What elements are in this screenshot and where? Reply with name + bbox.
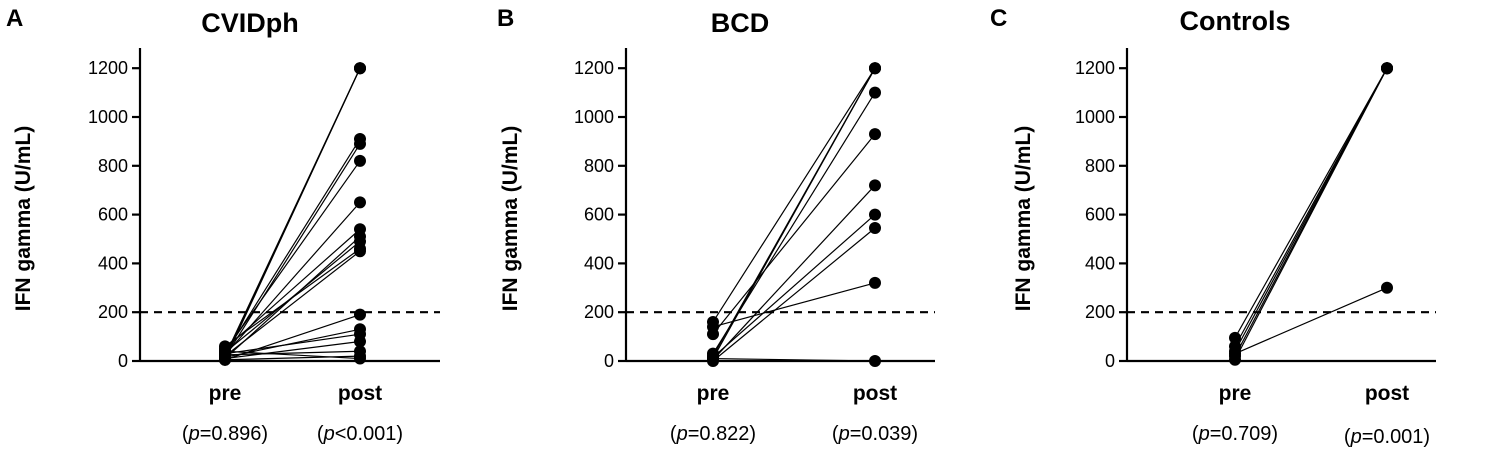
x-tick-label: post <box>853 382 897 405</box>
x-tick-label: pre <box>697 382 730 405</box>
y-tick-label: 800 <box>1085 156 1115 176</box>
y-tick-label: 1000 <box>1075 107 1115 127</box>
y-tick-label: 1000 <box>574 107 614 127</box>
y-tick-label: 400 <box>1085 253 1115 273</box>
pair-line <box>224 333 361 355</box>
pair-line <box>224 355 361 361</box>
post-point <box>869 86 881 99</box>
pair-line <box>224 350 361 356</box>
y-tick-label: 800 <box>98 156 128 176</box>
panel-a: A CVIDph IFN gamma (U/mL) 0 200 400 600 800 1000… <box>6 5 440 445</box>
y-tick-label: 1000 <box>88 107 128 127</box>
post-point <box>869 355 881 367</box>
post-point <box>869 276 881 289</box>
pre-point <box>1229 347 1241 360</box>
pair-line <box>1234 67 1388 339</box>
y-tick-label: 600 <box>98 205 128 225</box>
post-point <box>1381 62 1393 75</box>
y-tick-label: 200 <box>98 302 128 322</box>
pair-line <box>224 340 361 360</box>
pre-point <box>707 320 719 333</box>
y-tick-label: 1200 <box>88 58 128 78</box>
p-value-label: (p=0.822) <box>670 423 756 445</box>
post-point <box>869 222 881 235</box>
pre-point <box>219 353 231 366</box>
x-tick-label: pre <box>1219 382 1252 405</box>
post-point <box>354 245 366 258</box>
panel-title: BCD <box>711 8 770 38</box>
pair-line <box>712 282 876 328</box>
y-tick-label: 0 <box>118 351 128 371</box>
y-tick-label: 400 <box>98 253 128 273</box>
pair-line <box>712 133 876 335</box>
y-tick-label: 600 <box>584 205 614 225</box>
panel-letter: B <box>497 5 514 32</box>
panel-title: Controls <box>1180 6 1291 36</box>
pre-point <box>219 345 231 358</box>
pair-line <box>224 350 361 360</box>
y-tick-label: 1200 <box>574 58 614 78</box>
post-point <box>1381 281 1393 294</box>
pair-line <box>224 138 361 354</box>
y-axis-label: IFN gamma (U/mL) <box>1012 126 1035 312</box>
y-tick-label: 200 <box>1085 302 1115 322</box>
pair-line <box>224 160 361 352</box>
pair-line <box>224 228 361 350</box>
p-value-label: (p=0.896) <box>182 423 268 445</box>
x-tick-label: post <box>338 382 382 405</box>
y-tick-label: 800 <box>584 156 614 176</box>
x-tick-label: pre <box>209 382 242 405</box>
y-tick-label: 200 <box>584 302 614 322</box>
pair-line <box>712 67 876 323</box>
pair-line <box>712 184 876 361</box>
p-value-label: (p=0.039) <box>832 423 918 445</box>
y-axis-label: IFN gamma (U/mL) <box>12 126 35 312</box>
panel-title: CVIDph <box>201 8 299 38</box>
pair-line <box>712 67 876 357</box>
y-tick-label: 400 <box>584 253 614 273</box>
post-point <box>869 62 881 75</box>
panel-letter: C <box>990 5 1007 32</box>
y-tick-label: 0 <box>1105 351 1115 371</box>
pair-line <box>712 92 876 354</box>
y-axis-label: IFN gamma (U/mL) <box>499 126 522 312</box>
post-point <box>354 196 366 209</box>
post-point <box>869 128 881 141</box>
pre-point <box>1229 331 1241 344</box>
p-value-label: (p=0.001) <box>1344 426 1430 448</box>
pair-line <box>712 357 876 362</box>
post-point <box>354 62 366 75</box>
post-point <box>869 179 881 192</box>
post-point <box>354 308 366 321</box>
pair-line <box>224 250 361 357</box>
x-tick-label: post <box>1365 382 1409 405</box>
y-tick-label: 0 <box>604 351 614 371</box>
y-tick-label: 600 <box>1085 205 1115 225</box>
pair-line <box>1234 67 1388 361</box>
post-point <box>869 208 881 221</box>
pair-line <box>224 67 361 361</box>
pair-line <box>224 248 361 347</box>
panel-letter: A <box>6 5 23 32</box>
y-tick-label: 1200 <box>1075 58 1115 78</box>
panel-b: B BCD IFN gamma (U/mL) 0 200 400 600 800 1000 120… <box>497 5 935 445</box>
pair-line <box>712 214 876 358</box>
post-point <box>354 335 366 348</box>
p-value-label: (p<0.001) <box>317 423 403 445</box>
pair-line <box>712 227 876 362</box>
pair-line <box>224 143 361 358</box>
pair-line <box>1234 287 1388 355</box>
panel-c: C Controls IFN gamma (U/mL) 0 200 400 600 800 10… <box>990 5 1436 448</box>
pre-point <box>707 352 719 365</box>
post-point <box>354 154 366 167</box>
post-point <box>354 352 366 365</box>
p-value-label: (p=0.709) <box>1192 423 1278 445</box>
post-point <box>354 137 366 150</box>
